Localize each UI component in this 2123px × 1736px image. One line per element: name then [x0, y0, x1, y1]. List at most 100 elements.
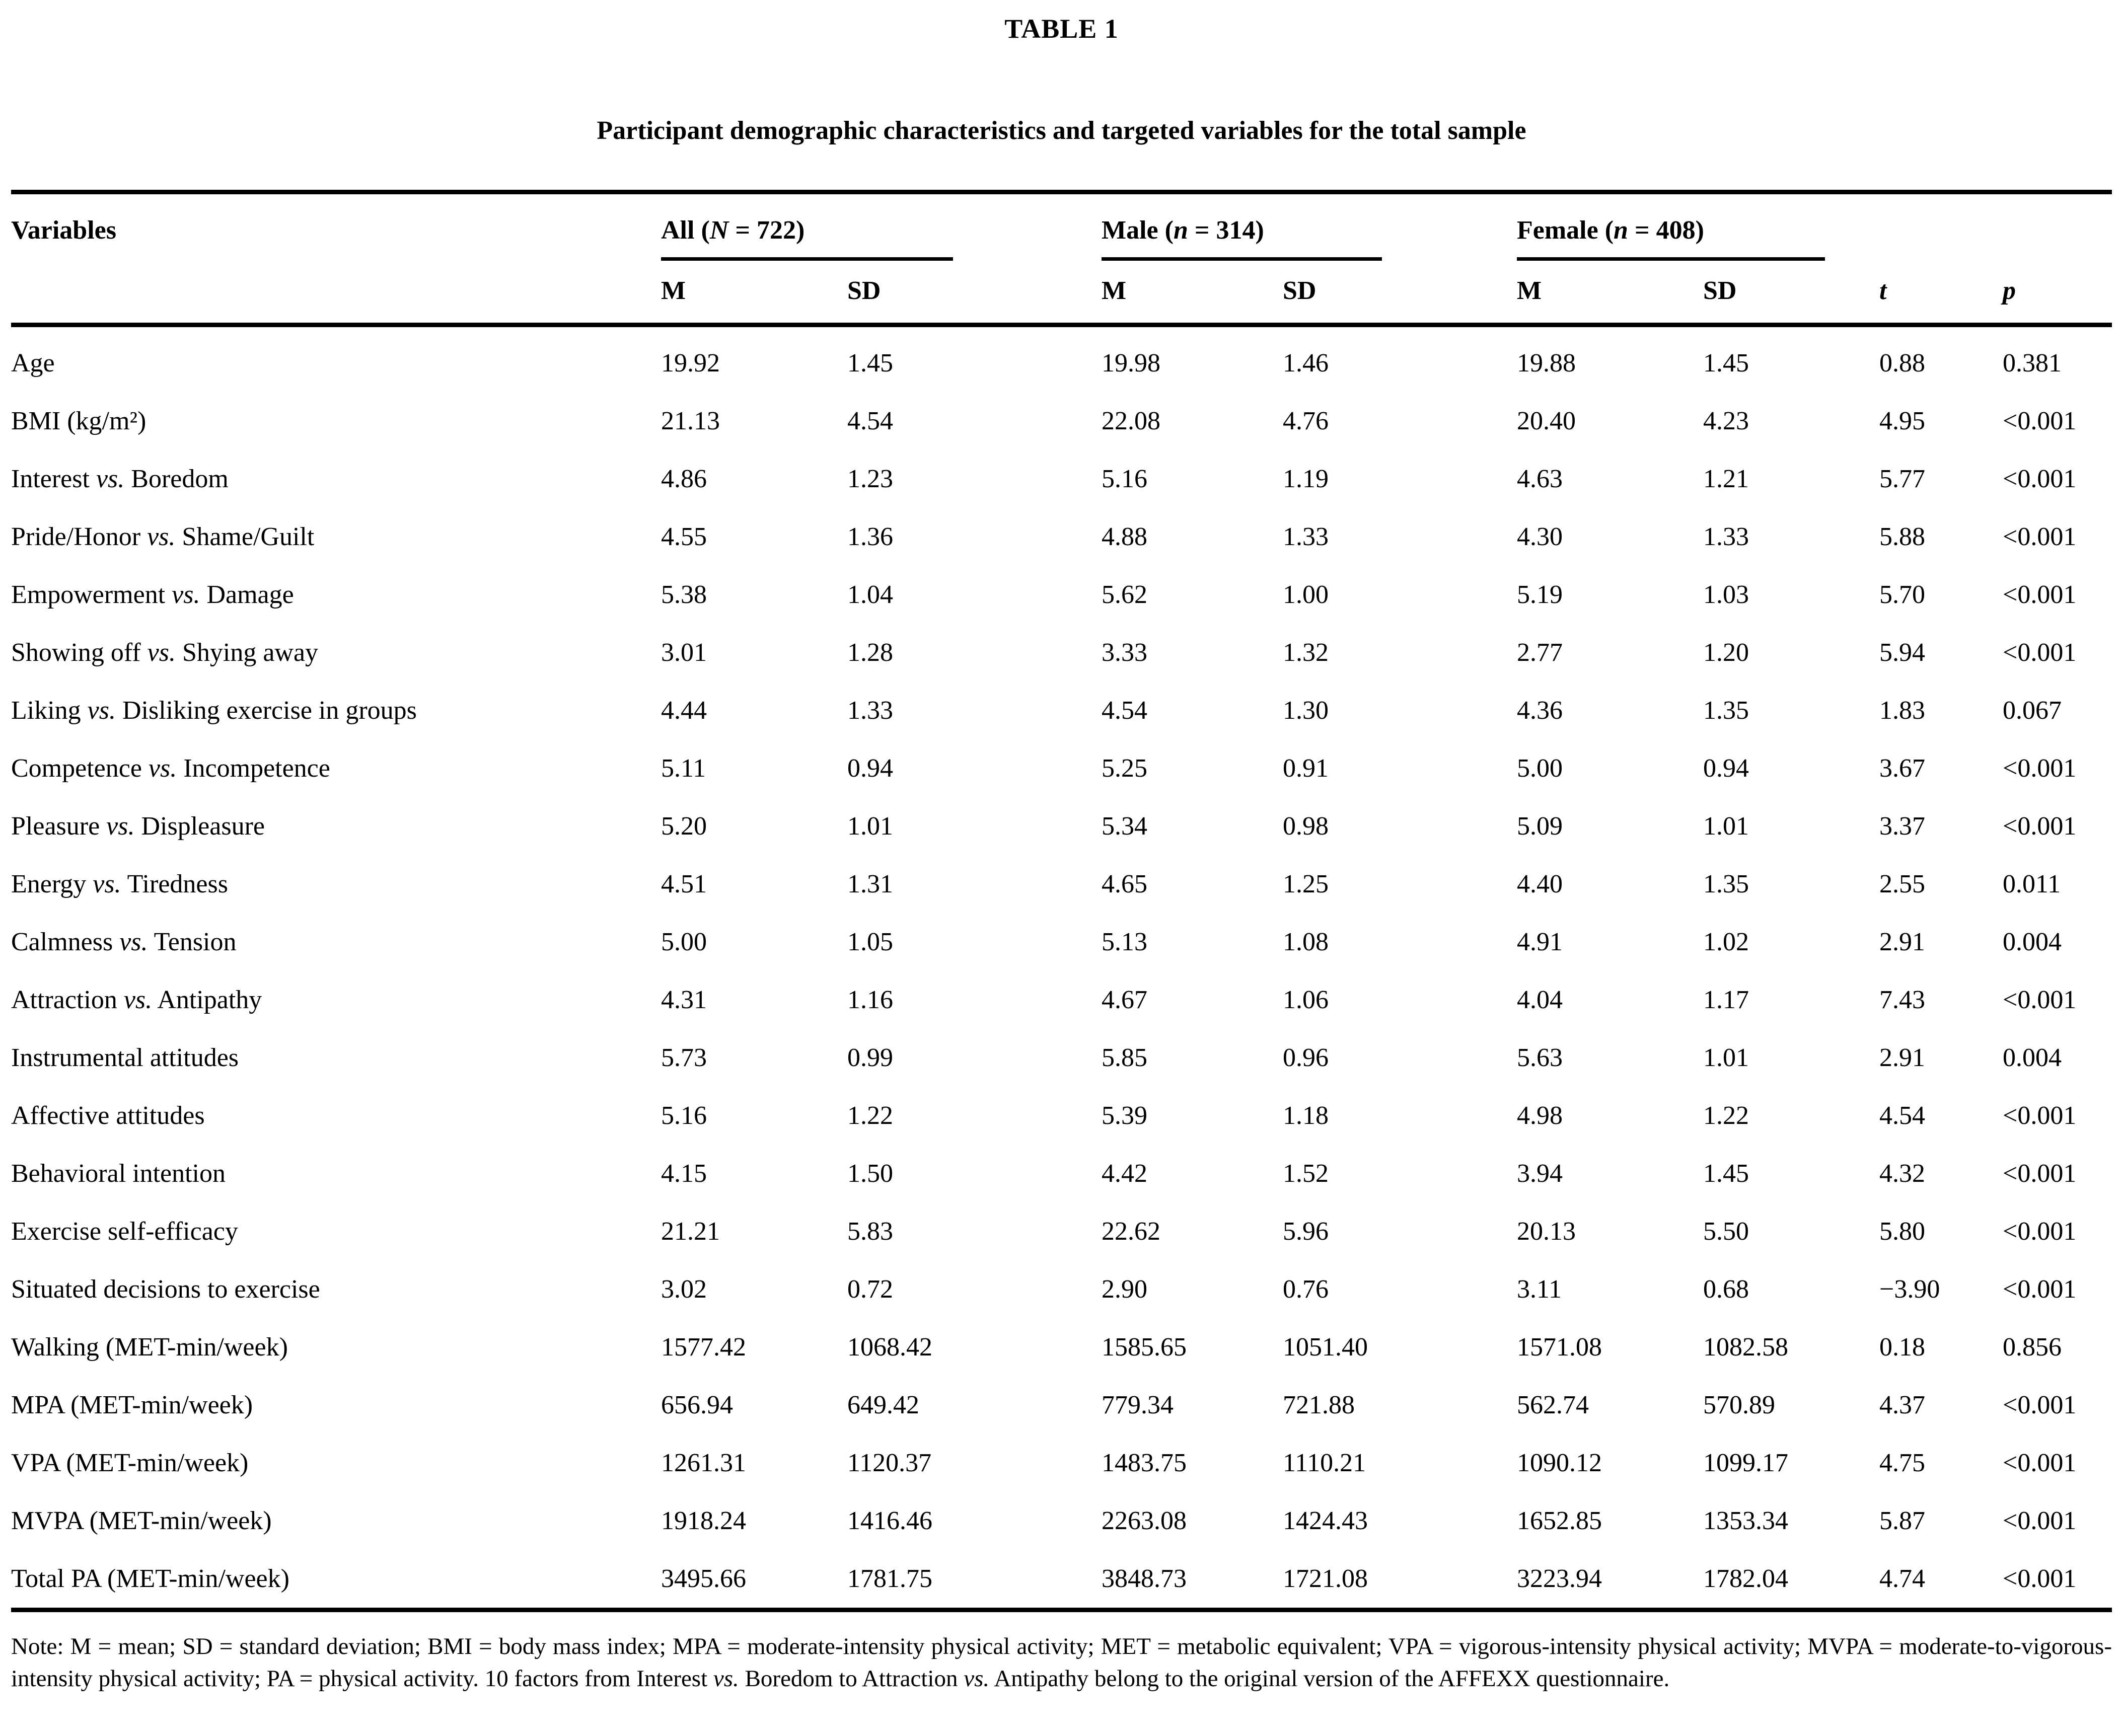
table-row: Calmness vs. Tension 5.00 1.05 5.13 1.08 4.91… [11, 913, 2112, 971]
table-row: Behavioral intention 4.15 1.50 4.42 1.52 3.94… [11, 1145, 2112, 1202]
table-row: MVPA (MET-min/week) 1918.24 1416.46 2263.08… [11, 1492, 2112, 1550]
cell-value: <0.001 [2003, 1274, 2077, 1304]
cell-value: 0.94 [847, 753, 893, 783]
row-label: MPA (MET-min/week) [11, 1390, 253, 1419]
cell-value: 1.20 [1703, 638, 1749, 667]
cell-value: 4.32 [1879, 1159, 1925, 1188]
cell-value: 0.18 [1879, 1332, 1925, 1362]
cell-value: <0.001 [2003, 1550, 2112, 1612]
table-row: Liking vs. Disliking exercise in groups 4… [11, 682, 2112, 739]
table-row: Attraction vs. Antipathy 4.31 1.16 4.67 1.06… [11, 971, 2112, 1029]
group-label-all: All (N = 722) [661, 216, 805, 245]
cell-value: 5.96 [1283, 1217, 1329, 1246]
cell-value: 1.21 [1703, 464, 1749, 493]
cell-value: 5.38 [661, 580, 707, 609]
table-row: Exercise self-efficacy 21.21 5.83 22.62 5.96… [11, 1202, 2112, 1260]
cell-value: 1082.58 [1703, 1332, 1788, 1362]
cell-value: 1.02 [1703, 927, 1749, 956]
cell-value: 5.77 [1879, 464, 1925, 493]
cell-value: 0.004 [2003, 1043, 2062, 1072]
cell-value: 1.25 [1283, 869, 1329, 898]
table-row: BMI (kg/m²) 21.13 4.54 22.08 4.76 20.40 4.23 4.… [11, 392, 2112, 450]
cell-value: 4.63 [1517, 464, 1563, 493]
cell-value: 1.35 [1703, 696, 1749, 725]
cell-value: 0.011 [2003, 869, 2061, 898]
cell-value: 0.067 [2003, 696, 2062, 725]
cell-value: 5.50 [1703, 1217, 1749, 1246]
cell-value: 0.68 [1703, 1274, 1749, 1304]
cell-value: 5.70 [1879, 580, 1925, 609]
cell-value: 562.74 [1517, 1390, 1589, 1419]
cell-value: 1.18 [1283, 1101, 1329, 1130]
cell-value: 21.21 [661, 1217, 720, 1246]
cell-value: 1.22 [1703, 1101, 1749, 1130]
cell-value: <0.001 [2003, 638, 2077, 667]
cell-value: 1.33 [1283, 522, 1329, 551]
cell-value: 0.96 [1283, 1043, 1329, 1072]
cell-value: 4.98 [1517, 1101, 1563, 1130]
cell-value: 5.16 [661, 1101, 707, 1130]
cell-value: 1068.42 [847, 1332, 932, 1362]
row-label: Liking vs. Disliking exercise in groups [11, 696, 417, 725]
cell-value: 1585.65 [1102, 1332, 1187, 1362]
cell-value: <0.001 [2003, 1101, 2077, 1130]
table-row: Competence vs. Incompetence 5.11 0.94 5.25 0… [11, 739, 2112, 797]
cell-value: 1483.75 [1102, 1448, 1187, 1477]
cell-value: 4.75 [1879, 1448, 1925, 1477]
group-underline-male [1102, 257, 1382, 261]
table-note: Note: M = mean; SD = standard deviation;… [11, 1633, 2112, 1692]
row-label: BMI (kg/m²) [11, 406, 147, 435]
cell-value: 4.31 [661, 985, 707, 1014]
cell-value: 1120.37 [847, 1448, 932, 1477]
cell-value: 1571.08 [1517, 1332, 1602, 1362]
cell-value: 4.36 [1517, 696, 1563, 725]
cell-value: 5.62 [1102, 580, 1147, 609]
spacer-cell [2003, 190, 2112, 261]
male-m-header: M [1102, 261, 1283, 327]
cell-value: 4.04 [1517, 985, 1563, 1014]
cell-value: 1781.75 [847, 1550, 1102, 1612]
cell-value: 5.88 [1879, 522, 1925, 551]
cell-value: 4.51 [661, 869, 707, 898]
female-sd-header: SD [1703, 261, 1879, 327]
cell-value: 2.91 [1879, 927, 1925, 956]
cell-value: 0.98 [1283, 811, 1329, 841]
cell-value: 1.08 [1283, 927, 1329, 956]
cell-value: 5.39 [1102, 1101, 1147, 1130]
cell-value: 20.13 [1517, 1217, 1576, 1246]
cell-value: 3223.94 [1517, 1550, 1703, 1612]
table-row: VPA (MET-min/week) 1261.31 1120.37 1483.75 1… [11, 1434, 2112, 1492]
cell-value: 4.54 [847, 406, 893, 435]
row-label: Exercise self-efficacy [11, 1217, 238, 1246]
row-label: Competence vs. Incompetence [11, 753, 330, 783]
cell-value: 4.95 [1879, 406, 1925, 435]
cell-value: 1.23 [847, 464, 893, 493]
group-underline-all [661, 257, 953, 261]
cell-value: 0.91 [1283, 753, 1329, 783]
cell-value: 1.32 [1283, 638, 1329, 667]
cell-value: 5.73 [661, 1043, 707, 1072]
cell-value: 1721.08 [1283, 1550, 1517, 1612]
cell-value: <0.001 [2003, 464, 2077, 493]
cell-value: 649.42 [847, 1390, 919, 1419]
group-header-row: Variables All (N = 722) Male (n = 314) F… [11, 190, 2112, 261]
table-row: Situated decisions to exercise 3.02 0.72 2.… [11, 1260, 2112, 1318]
cell-value: 4.40 [1517, 869, 1563, 898]
row-label: Total PA (MET-min/week) [11, 1550, 661, 1612]
cell-value: 1.31 [847, 869, 893, 898]
cell-value: <0.001 [2003, 1390, 2077, 1419]
cell-value: 1424.43 [1283, 1506, 1368, 1535]
cell-value: 3.01 [661, 638, 707, 667]
cell-value: 1261.31 [661, 1448, 746, 1477]
cell-value: 4.86 [661, 464, 707, 493]
cell-value: 1.45 [1703, 1159, 1749, 1188]
cell-value: 5.85 [1102, 1043, 1147, 1072]
cell-value: <0.001 [2003, 811, 2077, 841]
cell-value: 0.004 [2003, 927, 2062, 956]
row-label: Interest vs. Boredom [11, 464, 229, 493]
cell-value: <0.001 [2003, 753, 2077, 783]
cell-value: <0.001 [2003, 522, 2077, 551]
table-row: Pride/Honor vs. Shame/Guilt 4.55 1.36 4.88 1… [11, 508, 2112, 566]
cell-value: 1.28 [847, 638, 893, 667]
cell-value: 3495.66 [661, 1550, 847, 1612]
